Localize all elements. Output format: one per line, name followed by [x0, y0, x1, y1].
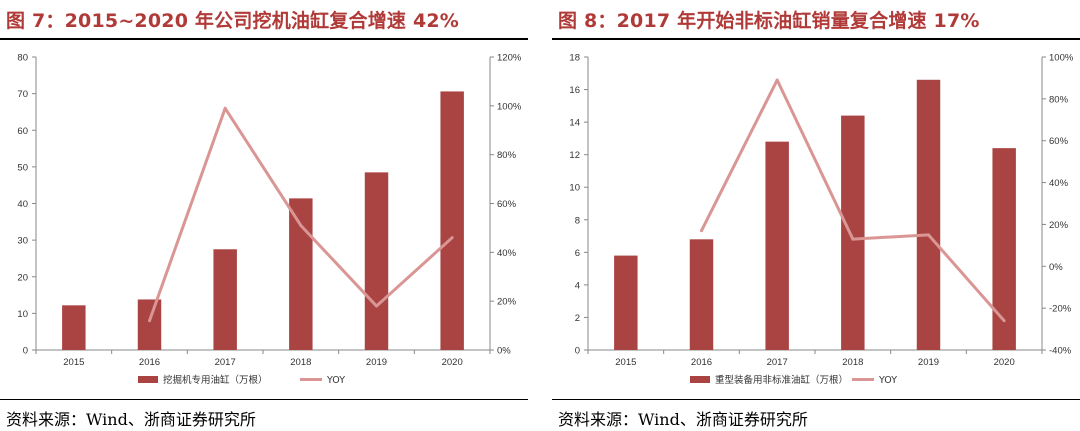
- y-tick-label: 70: [17, 89, 28, 100]
- y2-tick-label: 60%: [1049, 136, 1069, 147]
- title-rule: [552, 38, 1080, 40]
- x-tick-label: 2015: [63, 357, 84, 368]
- bar: [614, 255, 638, 350]
- x-tick-label: 2017: [215, 357, 236, 368]
- x-tick-label: 2017: [767, 357, 788, 368]
- chart-title: 图 7：2015~2020 年公司挖机油缸复合增速 42%: [6, 10, 460, 32]
- y-tick-label: 2: [575, 313, 580, 324]
- y-tick-label: 6: [575, 248, 580, 259]
- y-tick-label: 80: [17, 53, 28, 64]
- x-tick-label: 2020: [442, 357, 463, 368]
- legend-label-line: YOY: [326, 375, 345, 386]
- yoy-point: [148, 319, 151, 323]
- bar: [213, 249, 237, 350]
- y-tick-label: 8: [575, 215, 580, 226]
- bar: [364, 172, 389, 350]
- legend-swatch-bar: [138, 376, 158, 383]
- y-tick-label: 30: [17, 236, 28, 247]
- y2-tick-label: 60%: [497, 199, 517, 210]
- bar: [765, 141, 789, 350]
- combo-chart-excavator-cylinders: 0 10 20 30 40 50 60 70 80 0% 20% 40% 60% 80% 100% 120% 2…: [17, 53, 522, 387]
- legend-swatch-bar: [690, 376, 710, 383]
- y2-tick-label: -40%: [1049, 346, 1072, 357]
- y2-tick-label: 120%: [497, 53, 522, 64]
- yoy-point: [375, 304, 378, 308]
- bar: [289, 198, 313, 350]
- x-tick-label: 2016: [691, 357, 712, 368]
- y2-tick-label: 40%: [1049, 178, 1069, 189]
- bar: [916, 79, 941, 351]
- bar: [440, 91, 464, 351]
- x-tick-label: 2015: [615, 357, 636, 368]
- legend: 挖掘机专用油缸（万根） YOY: [138, 374, 345, 386]
- yoy-point: [299, 223, 303, 227]
- y2-tick-label: 40%: [497, 248, 517, 259]
- chart-panel-left: 图 7：2015~2020 年公司挖机油缸复合增速 42% 0 10 20 30 40 5…: [0, 0, 528, 431]
- yoy-point: [1002, 319, 1006, 323]
- y-tick-label: 14: [569, 118, 580, 129]
- y2-tick-label: 0%: [1049, 262, 1063, 273]
- y2-tick-label: 80%: [1049, 94, 1069, 105]
- y2-tick-label: 100%: [1049, 53, 1074, 64]
- yoy-point: [700, 229, 703, 233]
- x-tick-label: 2018: [842, 357, 863, 368]
- source-note: 资料来源：Wind、浙商证券研究所: [558, 410, 808, 429]
- yoy-point: [851, 237, 855, 241]
- yoy-point: [450, 236, 454, 240]
- y-tick-label: 4: [575, 280, 580, 291]
- source-rule: [0, 399, 528, 400]
- bar: [689, 239, 714, 350]
- chart-panel-right: 图 8：2017 年开始非标油缸销量复合增速 17% 0 2 4 6 8 10 12 14 16…: [552, 0, 1080, 431]
- y-tick-label: 0: [575, 346, 580, 357]
- y-tick-label: 0: [23, 346, 28, 357]
- combo-chart-nonstandard-cylinders: 0 2 4 6 8 10 12 14 16 18 -40% -20% 0% 20% 40% 60% 80% 100…: [569, 53, 1074, 387]
- bar: [992, 148, 1016, 350]
- y2-tick-label: 20%: [497, 297, 517, 308]
- x-tick-label: 2020: [994, 357, 1015, 368]
- y-tick-label: 50: [17, 162, 28, 173]
- y-tick-label: 20: [17, 272, 28, 283]
- bar: [62, 305, 86, 350]
- legend-label-bar: 重型装备用非标准油缸（万根）: [715, 374, 848, 386]
- y2-tick-label: 0%: [497, 346, 511, 357]
- x-tick-label: 2016: [139, 357, 160, 368]
- bar: [841, 115, 865, 350]
- chart-title: 图 8：2017 年开始非标油缸销量复合增速 17%: [558, 10, 980, 32]
- title-rule: [0, 38, 528, 40]
- source-rule: [552, 399, 1080, 400]
- y-tick-label: 12: [569, 150, 580, 161]
- x-tick-label: 2018: [290, 357, 311, 368]
- yoy-point: [223, 106, 227, 110]
- y-tick-label: 10: [569, 183, 580, 194]
- source-note: 资料来源：Wind、浙商证券研究所: [6, 410, 256, 429]
- y-tick-label: 60: [17, 126, 28, 137]
- y2-tick-label: 100%: [497, 101, 522, 112]
- legend-label-line: YOY: [878, 375, 897, 386]
- y2-tick-label: 20%: [1049, 220, 1069, 231]
- y2-tick-label: 80%: [497, 150, 517, 161]
- bar: [137, 299, 162, 350]
- legend-label-bar: 挖掘机专用油缸（万根）: [163, 374, 268, 386]
- y2-tick-label: -20%: [1049, 304, 1072, 315]
- yoy-point: [775, 78, 779, 82]
- legend: 重型装备用非标准油缸（万根） YOY: [690, 374, 897, 386]
- y-tick-label: 18: [569, 53, 580, 64]
- y-tick-label: 10: [17, 309, 28, 320]
- x-tick-label: 2019: [918, 357, 939, 368]
- yoy-point: [927, 233, 930, 237]
- y-tick-label: 40: [17, 199, 28, 210]
- x-tick-label: 2019: [366, 357, 387, 368]
- y-tick-label: 16: [569, 85, 580, 96]
